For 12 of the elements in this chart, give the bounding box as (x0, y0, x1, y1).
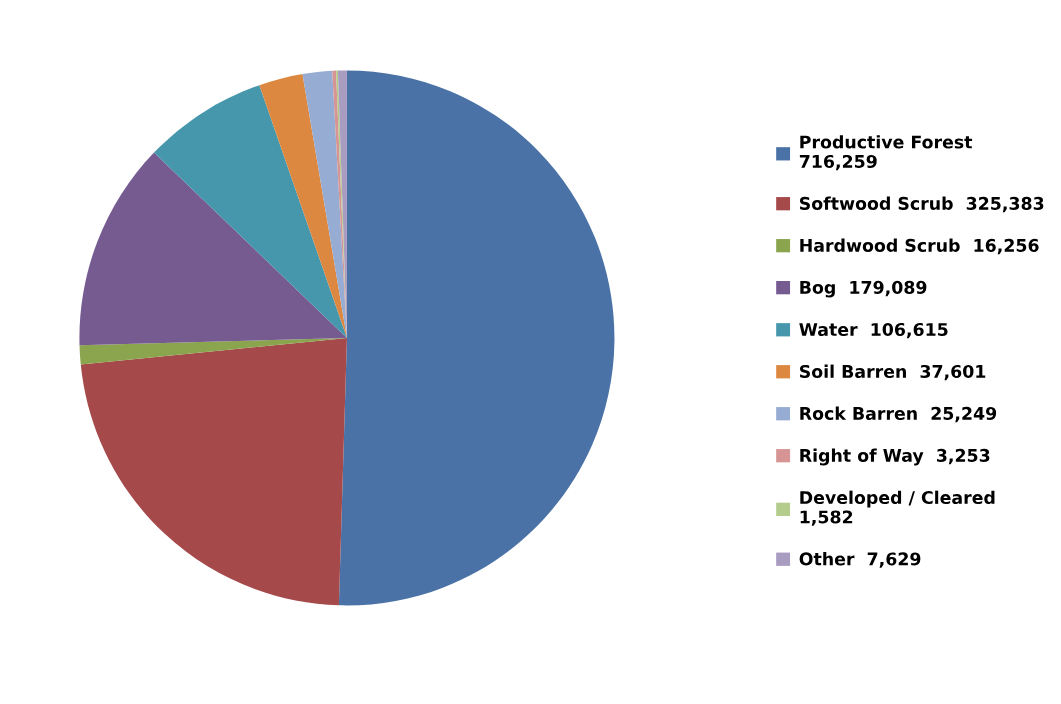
legend-label: Hardwood Scrub 16,256 (800, 238, 1039, 255)
legend-label: Water 106,615 (799, 322, 948, 339)
legend-label: Soil Barren 37,601 (799, 364, 986, 381)
legend-label: Bog 179,089 (800, 280, 927, 298)
legend-label: Rock Barren 25,249 (800, 406, 997, 423)
legend-label: Developed / Cleared (800, 490, 995, 508)
legend-label: Right of Way 3,253 (800, 448, 990, 466)
data-label: 1,582 (800, 510, 853, 526)
legend-label: Other 7,629 (799, 552, 921, 568)
legend-label: Softwood Scrub 325,383 (799, 196, 1044, 213)
legend-label: Productive Forest (800, 135, 973, 149)
data-label: 716,259 (799, 154, 877, 171)
